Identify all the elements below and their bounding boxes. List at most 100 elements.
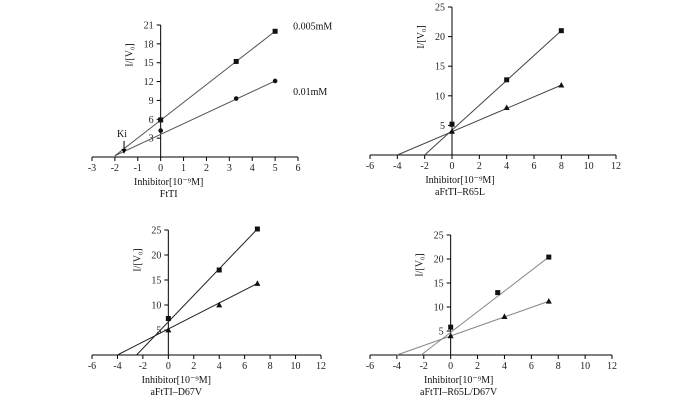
x-tick-label: 4 [502,361,507,372]
data-point [158,128,163,133]
x-tick-label: 2 [204,163,209,174]
y-tick-label: 6 [149,115,154,126]
x-tick-label: 6 [529,361,534,372]
chart-panel-3: -6 -4 -2 0 2 4 6 8 10 12 5 10 15 20 25 I/[V₀] Inhibitor[… [88,226,326,399]
x-tick-label: -4 [113,361,121,372]
y-axis-title: I/[V₀] [416,25,427,48]
data-point [165,316,171,321]
x-axis-title: Inhibitor[10⁻⁹M] [134,177,203,188]
y-axis-title: I/[V₀] [415,253,426,276]
ki-label: Ki [117,129,127,140]
y-tick-label: 25 [434,231,444,242]
x-tick-label: 4 [217,361,222,372]
x-tick-label: -6 [88,361,96,372]
series-label: 0.01mM [293,87,327,98]
y-tick-label: 20 [435,32,445,43]
x-tick-label: 10 [291,361,301,372]
data-point [447,332,454,339]
data-point [546,254,552,260]
data-point [558,81,565,88]
data-point [545,298,552,304]
x-tick-label: 12 [607,361,617,372]
x-tick-label: 0 [450,161,455,172]
x-tick-label: -4 [393,161,401,172]
y-tick-label: 5 [440,121,445,132]
x-tick-label: -2 [420,161,428,172]
x-tick-label: -1 [134,163,142,174]
series-line-triangle [396,300,549,356]
data-point [233,96,239,101]
x-tick-label: 6 [242,361,247,372]
data-point [233,58,239,64]
panel-caption: FtTI [160,189,178,200]
data-point [503,104,510,111]
x-tick-label: 8 [268,361,273,372]
y-tick-label: 20 [151,251,161,262]
data-point [216,301,223,308]
series-line-square [136,228,258,356]
series-line-square [424,30,562,156]
x-tick-label: -4 [393,361,401,372]
data-point [558,28,564,34]
x-tick-label: -2 [111,163,119,174]
y-tick-label: 5 [156,326,161,337]
x-tick-label: 5 [273,163,278,174]
series-line-0.01mM [114,80,276,157]
chart-panel-1: -3-2-1012345636912151821I/[V₀]Inhibitor[… [88,21,333,201]
y-tick-label: 15 [434,279,444,290]
ki-arrow-head [121,148,127,154]
y-axis-title: I/[V₀] [132,248,143,271]
data-point [272,28,278,34]
y-tick-label: 25 [435,3,445,14]
x-tick-label: 3 [227,163,232,174]
x-tick-label: 6 [532,161,537,172]
x-tick-label: 1 [181,163,186,174]
x-tick-label: 12 [316,361,326,372]
x-tick-label: -6 [366,161,374,172]
data-point [448,324,454,330]
x-tick-label: 2 [475,361,480,372]
x-axis-title: Inhibitor[10⁻⁹M] [142,375,211,386]
y-tick-label: 12 [144,77,154,88]
data-point [272,78,278,84]
x-tick-label: 12 [611,161,621,172]
y-tick-label: 18 [144,39,154,50]
x-tick-label: 0 [448,361,453,372]
x-tick-label: 4 [504,161,509,172]
x-axis-title: Inhibitor[10⁻⁹M] [425,175,494,186]
chart-panel-4: -6 -4 -2 0 2 4 6 8 10 12 5 10 15 20 25 I/[V₀] Inhibitor[… [366,231,617,399]
panel-caption: aFtTI–R65L [435,187,485,198]
data-point [504,77,510,83]
x-tick-label: -6 [366,361,374,372]
x-tick-label: -2 [139,361,147,372]
x-tick-label: 2 [477,161,482,172]
y-tick-label: 21 [144,21,154,32]
panel-caption: aFtTI–D67V [150,387,202,398]
data-point [495,290,501,296]
y-tick-label: 10 [435,91,445,102]
y-tick-label: 15 [151,276,161,287]
series-line-triangle [117,283,258,356]
x-tick-label: -3 [88,163,96,174]
x-tick-label: 8 [556,361,561,372]
data-point [254,226,260,232]
x-tick-label: 6 [296,163,301,174]
x-tick-label: 8 [559,161,564,172]
data-point [158,117,164,123]
x-tick-label: 4 [250,163,255,174]
x-tick-label: -2 [420,361,428,372]
x-tick-label: 10 [584,161,594,172]
data-point [165,326,172,333]
y-tick-label: 10 [434,303,444,314]
x-tick-label: 0 [158,163,163,174]
data-point [254,280,261,286]
x-tick-label: 2 [191,361,196,372]
y-tick-label: 25 [151,226,161,237]
data-point [216,267,222,273]
series-line-triangle [397,84,562,156]
y-tick-label: 20 [434,255,444,266]
series-label: 0.005mM [293,21,332,32]
x-tick-label: 10 [580,361,590,372]
data-point [449,121,455,127]
